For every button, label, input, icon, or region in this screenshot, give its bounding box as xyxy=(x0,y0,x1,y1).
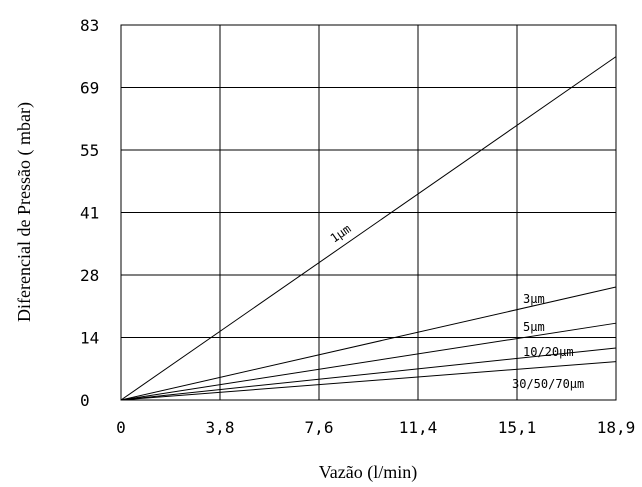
series-line xyxy=(120,322,617,401)
y-tick-label: 41 xyxy=(80,204,99,223)
x-tick-label: 15,1 xyxy=(498,418,537,437)
series-label: 5µm xyxy=(523,320,545,334)
x-tick-label: 7,6 xyxy=(305,418,334,437)
series-label: 30/50/70µm xyxy=(512,377,584,391)
y-tick-label: 69 xyxy=(80,79,99,98)
x-tick-label: 18,9 xyxy=(597,418,636,437)
series-line xyxy=(120,56,617,401)
x-tick-label: 11,4 xyxy=(399,418,438,437)
y-tick-labels: 0 14 28 41 55 69 83 xyxy=(80,16,99,410)
y-tick-label: 28 xyxy=(80,266,99,285)
x-axis-title: Vazão (l/min) xyxy=(319,462,417,483)
grid xyxy=(121,25,616,400)
y-tick-label: 55 xyxy=(80,141,99,160)
series-label: 3µm xyxy=(523,292,545,306)
series-line xyxy=(120,286,617,401)
x-tick-label: 0 xyxy=(116,418,126,437)
series-label: 10/20µm xyxy=(523,345,574,359)
y-tick-label: 0 xyxy=(80,391,90,410)
y-tick-label: 14 xyxy=(80,329,99,348)
series-line xyxy=(120,347,617,401)
plot-frame xyxy=(120,24,617,401)
series-line xyxy=(120,361,617,401)
x-tick-label: 3,8 xyxy=(206,418,235,437)
series-lines xyxy=(120,56,617,401)
y-axis-title: Diferencial de Pressão ( mbar) xyxy=(14,102,35,322)
x-tick-labels: 0 3,8 7,6 11,4 15,1 18,9 xyxy=(116,418,635,437)
y-tick-label: 83 xyxy=(80,16,99,35)
